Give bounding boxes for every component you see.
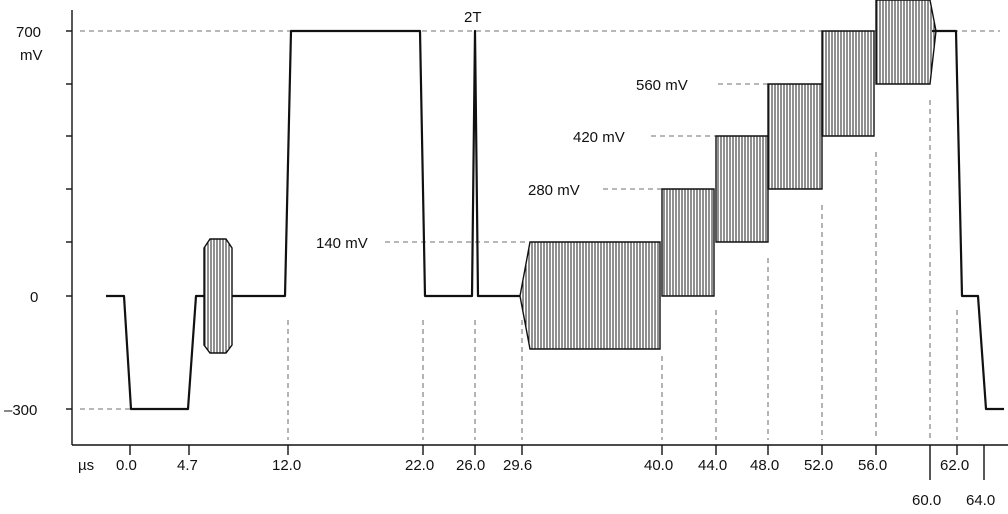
y-unit-label: mV [20, 47, 43, 64]
burst-step-0 [519, 241, 661, 350]
x-label-44: 44.0 [698, 457, 727, 474]
annotation-420mv: 420 mV [573, 129, 625, 146]
x-label-40: 40.0 [644, 457, 673, 474]
x-label-0: 0.0 [116, 457, 137, 474]
burst-step-2 [715, 135, 769, 243]
x-ticks [129, 445, 985, 480]
burst-sync-reference [203, 238, 233, 354]
vertical-guides [287, 100, 958, 440]
annotation-2t: 2T [464, 9, 482, 26]
burst-step-1 [661, 188, 715, 297]
y-label-neg300: –300 [4, 402, 37, 419]
x-label-64: 64.0 [966, 492, 995, 509]
y-axis-labels: 700 mV 0 –300 [4, 24, 43, 419]
x-label-52: 52.0 [804, 457, 833, 474]
x-label-4-7: 4.7 [177, 457, 198, 474]
y-ticks [66, 30, 72, 410]
annotation-560mv: 560 mV [636, 77, 688, 94]
annotation-140mv: 140 mV [316, 235, 368, 252]
burst-step-4 [821, 30, 875, 137]
burst-step-3 [767, 83, 823, 190]
annotations: 2T 140 mV 280 mV 420 mV 560 mV [316, 9, 688, 252]
x-label-56: 56.0 [858, 457, 887, 474]
x-label-22: 22.0 [405, 457, 434, 474]
x-axis-labels: µs 0.0 4.7 12.0 22.0 26.0 29.6 40.0 44.0… [78, 457, 995, 509]
burst-packets [203, 0, 937, 354]
y-label-700: 700 [16, 24, 41, 41]
burst-step-5 [875, 0, 937, 85]
x-label-29-6: 29.6 [503, 457, 532, 474]
x-label-60: 60.0 [912, 492, 941, 509]
waveform-trace [106, 29, 1004, 411]
x-label-26: 26.0 [456, 457, 485, 474]
x-label-48: 48.0 [750, 457, 779, 474]
x-unit-label: µs [78, 457, 94, 474]
axes [66, 10, 1008, 480]
annotation-280mv: 280 mV [528, 182, 580, 199]
x-label-12: 12.0 [272, 457, 301, 474]
y-label-0: 0 [30, 289, 38, 306]
x-label-62: 62.0 [940, 457, 969, 474]
